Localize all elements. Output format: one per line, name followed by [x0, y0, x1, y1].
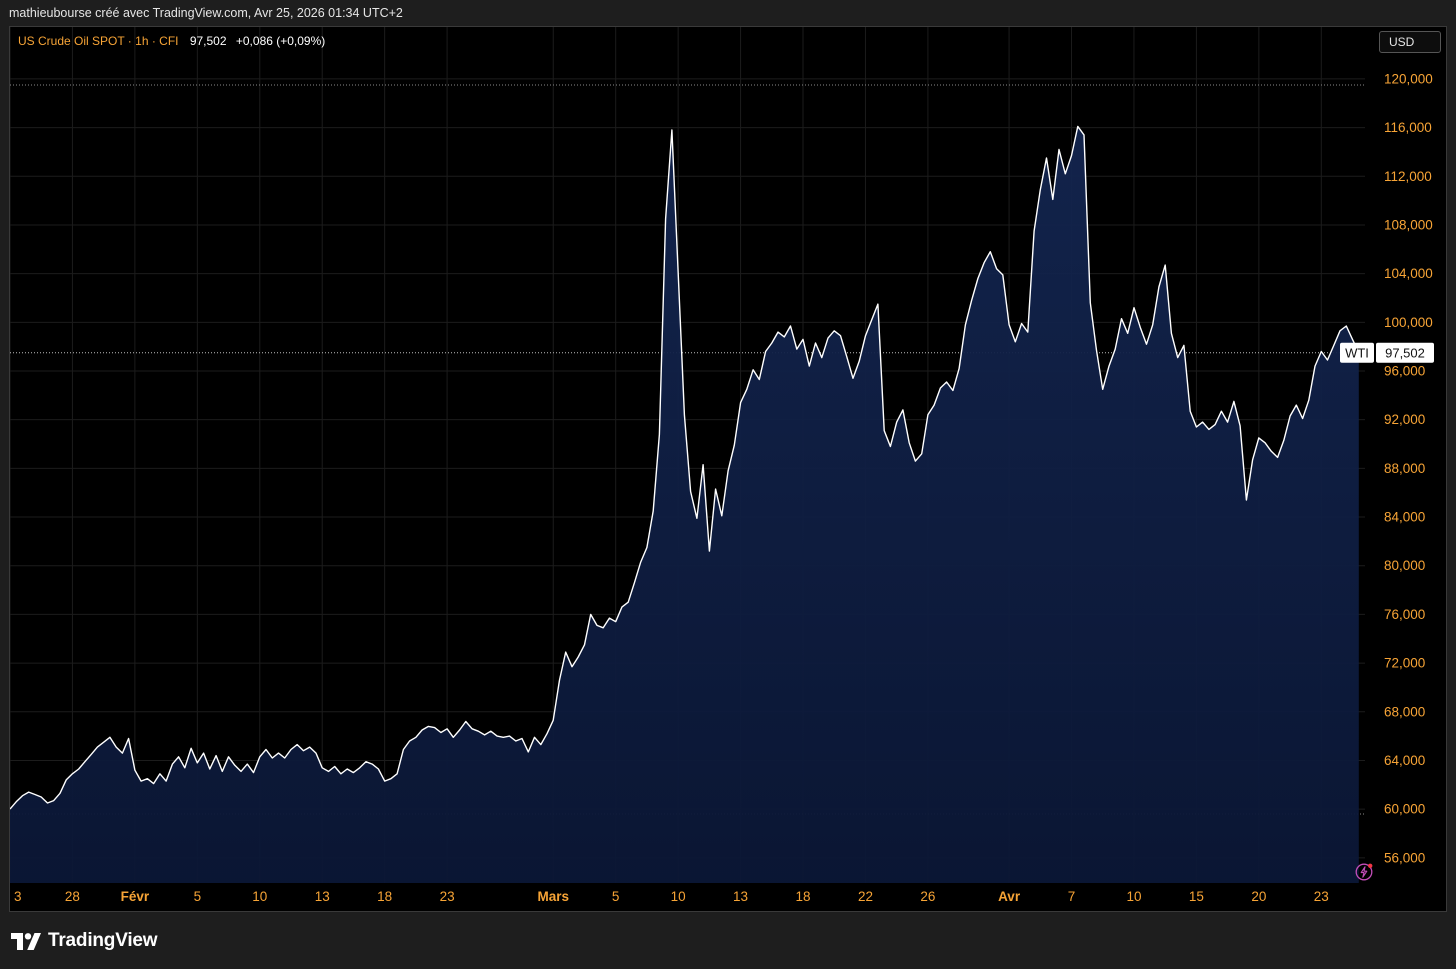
legend[interactable]: US Crude Oil SPOT · 1h · CFI 97,502 +0,0…: [18, 34, 325, 48]
legend-change: +0,086 (+0,09%): [235, 34, 326, 48]
caption-text: mathieubourse créé avec TradingView.com,…: [9, 6, 403, 20]
y-tick-label: 92,000: [1384, 412, 1425, 427]
x-tick-label: 5: [194, 889, 202, 904]
legend-last-price: 97,502: [189, 34, 227, 48]
legend-symbol[interactable]: US Crude Oil SPOT · 1h · CFI: [18, 34, 179, 48]
y-tick-label: 68,000: [1384, 704, 1425, 719]
price-tag-value: 97,502: [1385, 346, 1425, 361]
x-tick-label: 18: [377, 889, 392, 904]
lightning-icon[interactable]: [1355, 863, 1373, 881]
caption-bar: mathieubourse créé avec TradingView.com,…: [0, 0, 1456, 26]
x-tick-label: 26: [920, 889, 935, 904]
x-tick-label: 10: [1126, 889, 1141, 904]
tradingview-logo-icon: [11, 932, 41, 950]
x-tick-label: 13: [733, 889, 748, 904]
y-tick-label: 56,000: [1384, 850, 1425, 865]
x-tick-label: Mars: [537, 889, 569, 904]
price-line: [10, 125, 1360, 810]
x-tick-label: 10: [252, 889, 267, 904]
price-tag-value-bg: [1376, 342, 1434, 363]
x-tick-label: 20: [1251, 889, 1266, 904]
x-tick-label: Févr: [121, 889, 150, 904]
y-tick-label: 60,000: [1384, 802, 1425, 817]
brand-name: TradingView: [48, 930, 158, 951]
y-tick-label: 96,000: [1384, 364, 1425, 379]
x-tick-label: 5: [612, 889, 620, 904]
y-tick-label: 88,000: [1384, 461, 1425, 476]
x-tick-label: 22: [858, 889, 873, 904]
y-tick-label: 72,000: [1384, 656, 1425, 671]
chart-frame[interactable]: 120,000 116,000 112,000 108,000 104,000 100,0…: [9, 26, 1447, 912]
x-tick-label: 28: [65, 889, 80, 904]
price-tag: WTI 97,502: [1340, 342, 1434, 363]
y-tick-label: 120,000: [1384, 71, 1433, 86]
price-chart[interactable]: 120,000 116,000 112,000 108,000 104,000 100,0…: [10, 27, 1446, 911]
time-axis[interactable]: 3 28 Févr 5 10 13 18 23 Mars 5 10 13 18 22 26 Avr 7 10 15 2…: [14, 889, 1329, 904]
y-tick-label: 100,000: [1384, 315, 1433, 330]
price-tag-name-bg: [1340, 342, 1374, 363]
price-series: [10, 125, 1360, 883]
x-tick-label: 10: [671, 889, 686, 904]
price-axis[interactable]: 120,000 116,000 112,000 108,000 104,000 100,0…: [1384, 71, 1433, 865]
y-tick-label: 108,000: [1384, 217, 1433, 232]
y-tick-label: 64,000: [1384, 753, 1425, 768]
y-tick-label: 80,000: [1384, 558, 1425, 573]
y-tick-label: 112,000: [1384, 169, 1432, 184]
price-tag-name: WTI: [1345, 346, 1369, 361]
x-tick-label: 3: [14, 889, 22, 904]
y-tick-label: 84,000: [1384, 510, 1425, 525]
x-tick-label: 23: [440, 889, 455, 904]
y-tick-label: 76,000: [1384, 607, 1425, 622]
x-tick-label: 13: [315, 889, 330, 904]
x-tick-label: 7: [1068, 889, 1076, 904]
footer: TradingView: [0, 912, 1456, 969]
y-tick-label: 116,000: [1384, 120, 1432, 135]
price-area: [10, 126, 1359, 883]
y-tick-label: 104,000: [1384, 266, 1433, 281]
x-tick-label: 15: [1189, 889, 1204, 904]
x-tick-label: Avr: [998, 889, 1021, 904]
currency-button[interactable]: USD: [1379, 31, 1441, 53]
brand[interactable]: TradingView: [11, 930, 158, 952]
x-tick-label: 18: [796, 889, 811, 904]
x-tick-label: 23: [1314, 889, 1329, 904]
